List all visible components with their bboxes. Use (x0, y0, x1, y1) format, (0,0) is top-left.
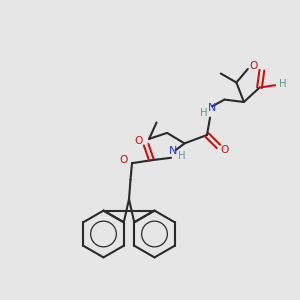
Text: H: H (200, 108, 207, 118)
Text: O: O (221, 145, 229, 155)
Text: N: N (169, 146, 178, 156)
Text: H: H (178, 151, 185, 161)
Text: O: O (119, 154, 128, 165)
Text: N: N (208, 103, 217, 113)
Text: O: O (134, 136, 143, 146)
Text: H: H (279, 79, 286, 89)
Text: O: O (249, 61, 258, 71)
